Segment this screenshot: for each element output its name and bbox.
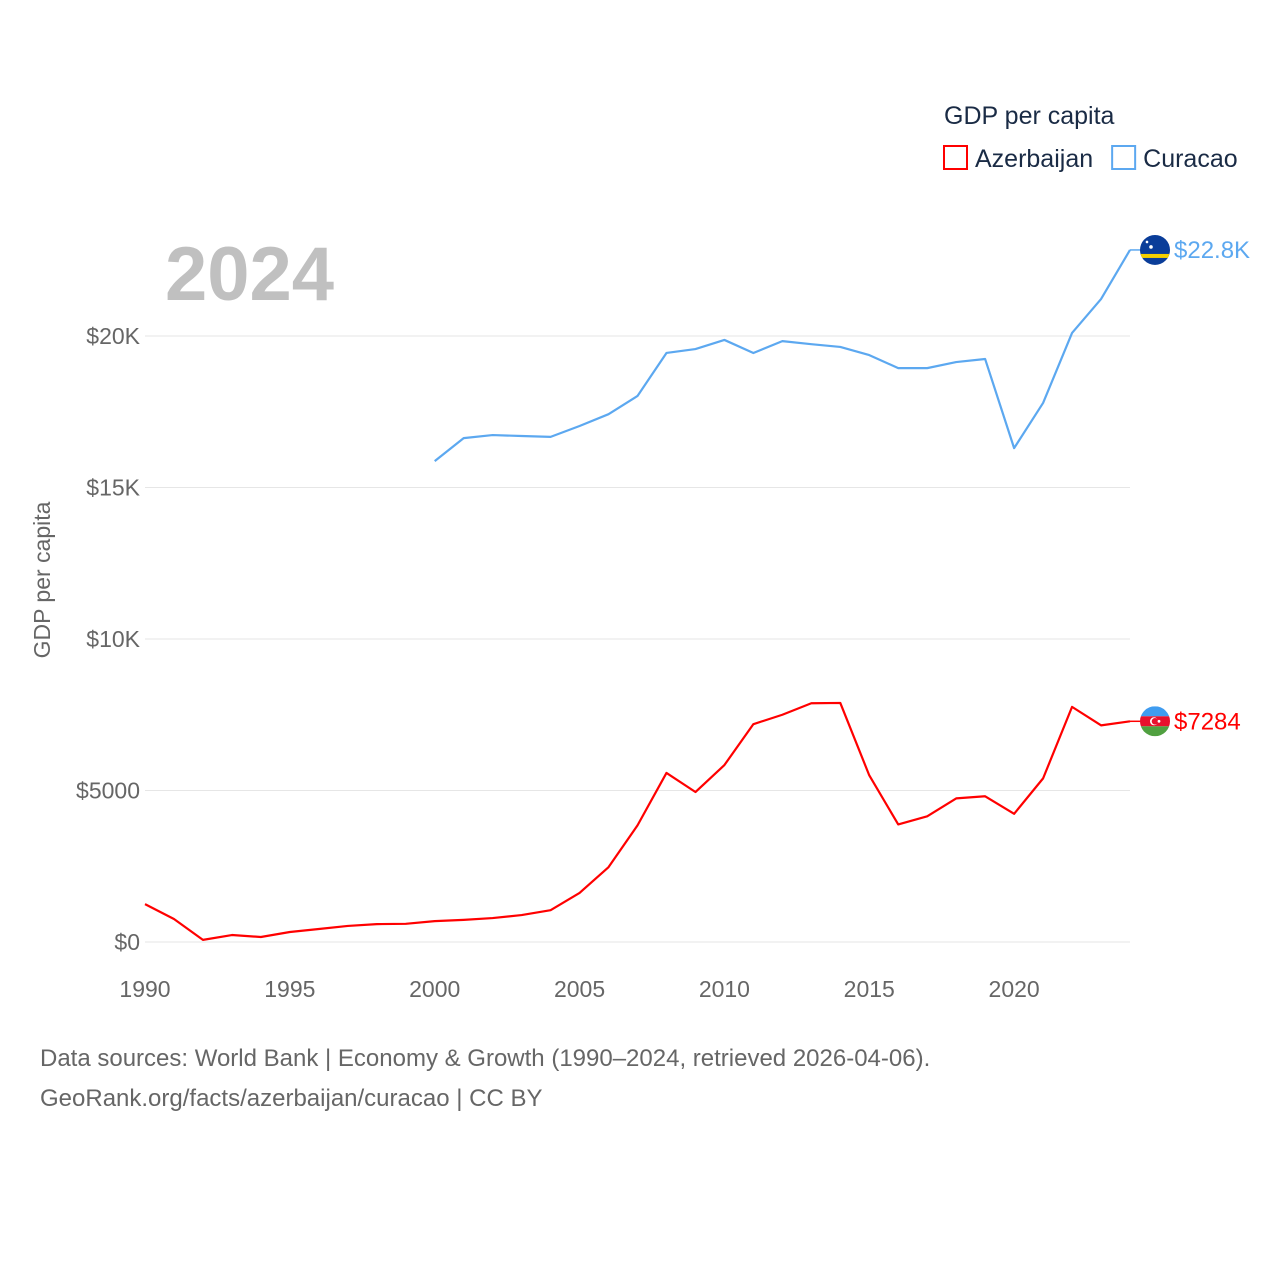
y-axis-label: GDP per capita xyxy=(29,501,55,658)
y-tick-label: $5000 xyxy=(76,778,140,804)
x-tick-label: 2015 xyxy=(844,976,895,1002)
legend-swatch xyxy=(1111,145,1137,170)
azerbaijan-flag-icon xyxy=(1140,706,1170,737)
year-label: 2024 xyxy=(165,232,334,317)
legend-swatch xyxy=(943,145,968,170)
series-line-curacao xyxy=(434,249,1131,463)
x-tick-label: 1990 xyxy=(119,976,170,1002)
curacao-flag-icon xyxy=(1140,234,1170,265)
x-tick-label: 2020 xyxy=(989,976,1040,1002)
y-tick-label: $0 xyxy=(114,929,140,955)
footer-link[interactable]: GeoRank.org/facts/azerbaijan/curacao | C… xyxy=(40,1085,543,1112)
x-tick-label: 1995 xyxy=(264,976,315,1002)
x-tick-label: 2000 xyxy=(409,976,460,1002)
y-tick-label: $10K xyxy=(86,626,140,652)
footer-sources: Data sources: World Bank | Economy & Gro… xyxy=(40,1045,931,1072)
series-line-azerbaijan xyxy=(144,701,1131,941)
y-tick-label: $15K xyxy=(86,475,140,501)
x-tick-label: 2010 xyxy=(699,976,750,1002)
legend-title: GDP per capita xyxy=(944,102,1115,130)
x-tick-label: 2005 xyxy=(554,976,605,1002)
legend-label-azerbaijan: Azerbaijan xyxy=(975,145,1093,173)
end-value-label: $7284 xyxy=(1174,708,1241,735)
y-tick-label: $20K xyxy=(86,323,140,349)
legend-label-curacao: Curacao xyxy=(1143,145,1238,173)
end-value-label: $22.8K xyxy=(1174,237,1250,264)
